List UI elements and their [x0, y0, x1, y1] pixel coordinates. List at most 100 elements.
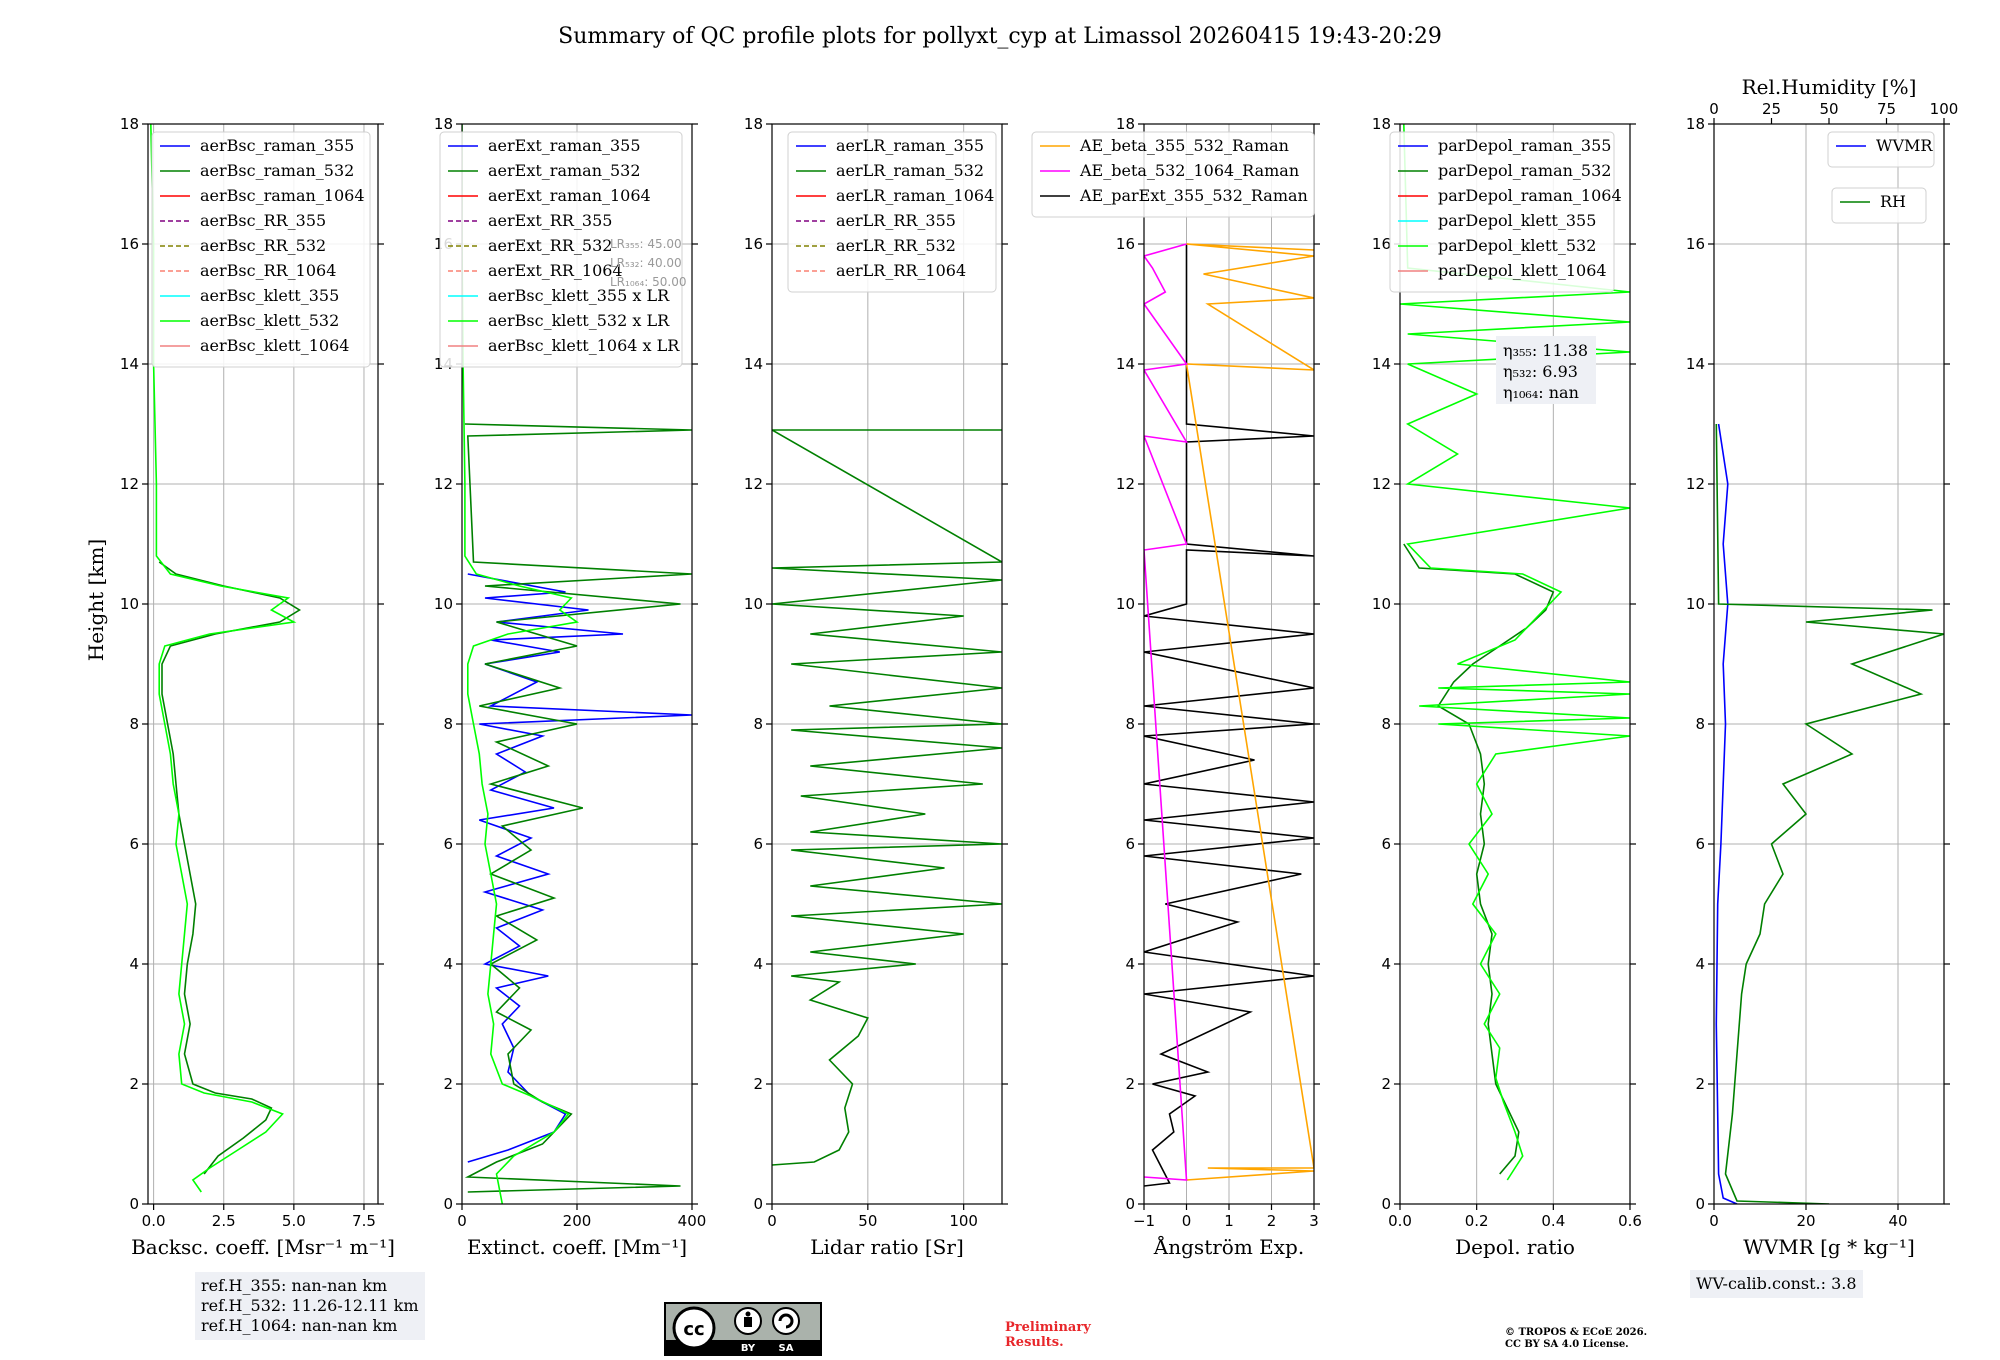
- y-tick-label: 16: [744, 235, 763, 253]
- legend-label: aerExt_RR_355: [488, 211, 612, 230]
- x-tick-label: 7.5: [352, 1212, 376, 1230]
- series-aerBsc_klett_532 x LR: [462, 124, 580, 1204]
- y-tick-label: 0: [443, 1195, 453, 1213]
- y-tick-label: 8: [1381, 715, 1391, 733]
- legend-label: aerExt_raman_1064: [488, 186, 651, 205]
- y-tick-label: 4: [1695, 955, 1705, 973]
- panel-3: 0 2 4 6 8 10 12 14 16 18 0 50 100 Lidar ratio [Sr] aer…: [744, 115, 1008, 1259]
- y-tick-label: 10: [744, 595, 763, 613]
- legend-label: aerExt_raman_532: [488, 161, 641, 180]
- x-tick-label: 2: [1267, 1212, 1277, 1230]
- y-tick-label: 10: [1372, 595, 1391, 613]
- y-tick-label: 14: [1116, 355, 1135, 373]
- legend-label: aerBsc_RR_355: [200, 211, 326, 230]
- legend-label: parDepol_raman_532: [1438, 161, 1611, 180]
- series-AE_parExt_355_532_Raman: [1144, 244, 1314, 1187]
- legend-box: [1827, 131, 1935, 168]
- y-tick-label: 0: [1695, 1195, 1705, 1213]
- legend-box: [439, 131, 683, 368]
- legend-label: parDepol_klett_532: [1438, 236, 1596, 255]
- y-tick-label: 16: [1372, 235, 1391, 253]
- legend-label: aerBsc_klett_532: [200, 311, 339, 330]
- y-tick-label: 14: [1686, 355, 1705, 373]
- y-tick-label: 16: [120, 235, 139, 253]
- legend-label: aerBsc_klett_1064 x LR: [488, 336, 680, 355]
- plot-frame: [1399, 123, 1631, 1205]
- top-x-tick-label: 50: [1819, 100, 1838, 118]
- preliminary-line-1: Preliminary: [1005, 1320, 1091, 1335]
- legend-label: aerBsc_raman_355: [200, 136, 354, 155]
- y-tick-label: 2: [1695, 1075, 1705, 1093]
- legend-box: [1831, 187, 1927, 224]
- wv-calib-const: WV-calib.const.: 3.8: [1696, 1274, 1857, 1293]
- series-RH: [1715, 423, 1944, 1204]
- y-tick-label: 4: [1381, 955, 1391, 973]
- y-tick-label: 6: [1695, 835, 1705, 853]
- y-tick-label: 2: [1125, 1075, 1135, 1093]
- x-tick-label: −1: [1133, 1212, 1155, 1230]
- y-tick-label: 18: [120, 115, 139, 133]
- series-AE_beta_355_532_Raman: [1185, 243, 1314, 1181]
- y-tick-label: 6: [1125, 835, 1135, 853]
- x-tick-label: 0.4: [1541, 1212, 1565, 1230]
- x-tick-label: 400: [678, 1212, 707, 1230]
- y-tick-label: 8: [1125, 715, 1135, 733]
- x-axis-label: Ångström Exp.: [1153, 1234, 1304, 1259]
- legend-label: aerBsc_klett_532 x LR: [488, 311, 670, 330]
- ref-height-1064: ref.H_1064: nan-nan km: [201, 1316, 398, 1335]
- preliminary-note: Preliminary Results.: [1005, 1320, 1091, 1350]
- legend-label: RH: [1880, 192, 1906, 211]
- y-tick-label: 10: [434, 595, 453, 613]
- y-tick-label: 0: [1381, 1195, 1391, 1213]
- legend-label: aerBsc_klett_355 x LR: [488, 286, 670, 305]
- y-tick-label: 10: [120, 595, 139, 613]
- sa-icon: [772, 1307, 800, 1335]
- preliminary-line-2: Results.: [1005, 1335, 1064, 1350]
- legend-label: aerLR_RR_532: [836, 236, 956, 255]
- x-tick-label: 200: [563, 1212, 592, 1230]
- y-tick-label: 14: [744, 355, 763, 373]
- legend-label: AE_beta_532_1064_Raman: [1079, 161, 1299, 180]
- series-parDepol_klett_532: [1400, 124, 1630, 1181]
- x-axis-label: Lidar ratio [Sr]: [810, 1235, 964, 1259]
- legend-label: aerBsc_klett_355: [200, 286, 339, 305]
- x-tick-label: 0: [457, 1212, 467, 1230]
- figure-title: Summary of QC profile plots for pollyxt_…: [558, 24, 1442, 49]
- lidar-ratio-annotation: LR₁₀₆₄: 50.00: [610, 275, 686, 289]
- copyright-note: © TROPOS & ECoE 2026. CC BY SA 4.0 Licen…: [1505, 1327, 1647, 1351]
- y-tick-label: 12: [1372, 475, 1391, 493]
- y-tick-label: 0: [753, 1195, 763, 1213]
- x-tick-label: 40: [1888, 1212, 1907, 1230]
- y-tick-label: 8: [1695, 715, 1705, 733]
- legend-label: aerExt_RR_1064: [488, 261, 623, 280]
- series-aerBsc_klett_532: [150, 124, 297, 1193]
- y-tick-label: 8: [129, 715, 139, 733]
- y-tick-label: 6: [1381, 835, 1391, 853]
- x-tick-label: 0.0: [142, 1212, 166, 1230]
- panel-2: 0246810121416180200400Extinct. coeff. [M…: [434, 115, 706, 1259]
- y-tick-label: 10: [1116, 595, 1135, 613]
- series-aerBsc_raman_532: [158, 561, 302, 1175]
- top-x-tick-label: 100: [1930, 100, 1959, 118]
- y-tick-label: 12: [1686, 475, 1705, 493]
- y-tick-label: 6: [129, 835, 139, 853]
- x-axis-label: Extinct. coeff. [Mm⁻¹]: [467, 1235, 687, 1259]
- cc-sa-label: SA: [779, 1343, 794, 1354]
- legend-label: parDepol_raman_1064: [1438, 186, 1622, 205]
- y-tick-label: 6: [753, 835, 763, 853]
- legend-label: AE_parExt_355_532_Raman: [1079, 186, 1308, 205]
- legend-box: [1031, 131, 1315, 218]
- legend-label: parDepol_raman_355: [1438, 136, 1611, 155]
- y-tick-label: 12: [434, 475, 453, 493]
- x-axis-label: Backsc. coeff. [Msr⁻¹ m⁻¹]: [131, 1235, 395, 1259]
- svg-text:cc: cc: [683, 1319, 704, 1340]
- x-tick-label: 0: [1709, 1212, 1719, 1230]
- cc-license-badge[interactable]: cc BY SA: [664, 1302, 822, 1356]
- y-axis-label: Height [km]: [84, 539, 108, 661]
- y-tick-label: 16: [1686, 235, 1705, 253]
- legend-label: aerLR_RR_355: [836, 211, 956, 230]
- y-tick-label: 18: [1686, 115, 1705, 133]
- plot-frame: [771, 123, 1003, 1205]
- y-tick-label: 0: [129, 1195, 139, 1213]
- legend-label: aerBsc_klett_1064: [200, 336, 349, 355]
